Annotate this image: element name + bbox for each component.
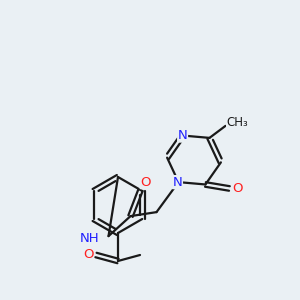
Text: N: N — [172, 176, 182, 189]
Text: O: O — [140, 176, 151, 189]
Text: N: N — [178, 129, 188, 142]
Text: O: O — [232, 182, 243, 195]
Text: CH₃: CH₃ — [226, 116, 248, 129]
Text: O: O — [83, 248, 93, 260]
Text: NH: NH — [80, 232, 100, 244]
